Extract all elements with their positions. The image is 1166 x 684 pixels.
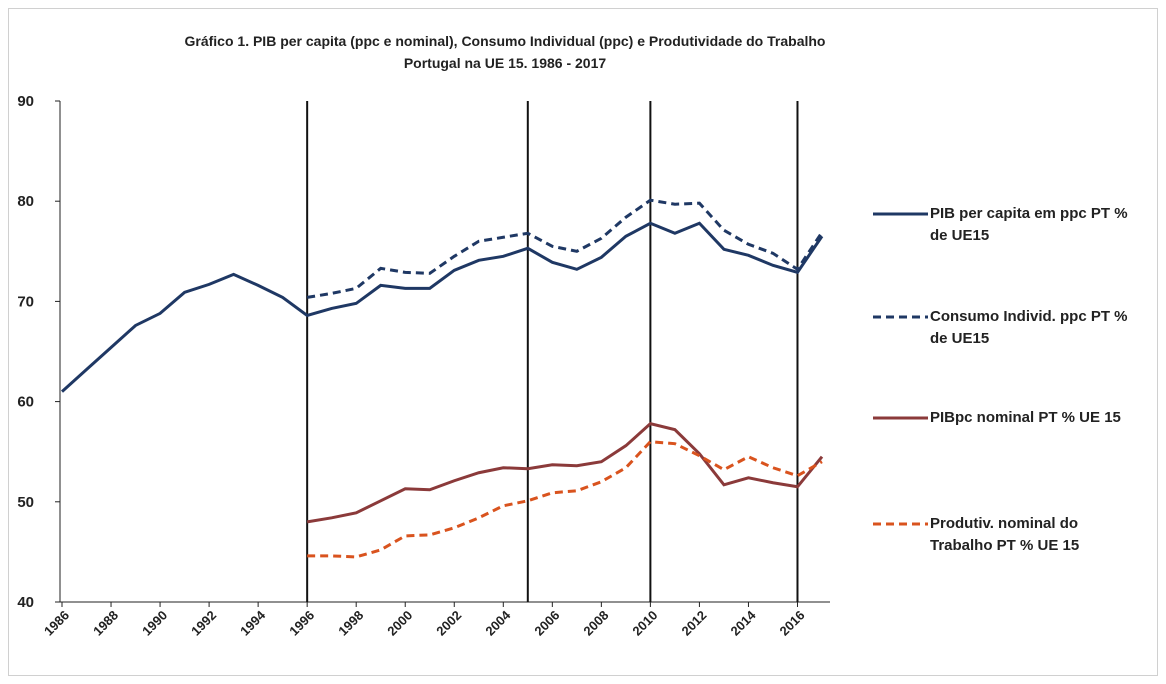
chart-border — [8, 8, 1158, 676]
legend-label: Produtiv. nominal do Trabalho PT % UE 15 — [930, 515, 1080, 554]
chart-subtitle: Portugal na UE 15. 1986 - 2017 — [404, 55, 607, 71]
y-tick-label: 80 — [17, 193, 34, 210]
legend-label: Consumo Individ. ppc PT % de UE15 — [930, 308, 1128, 347]
legend-label: PIB per capita em ppc PT % de UE15 — [930, 205, 1128, 244]
legend-label: PIBpc nominal PT % UE 15 — [930, 409, 1121, 426]
series-line — [306, 421, 824, 524]
series-line — [60, 221, 824, 393]
y-tick-label: 90 — [17, 93, 34, 110]
y-tick-label: 60 — [17, 394, 34, 411]
y-tick-label: 40 — [17, 594, 34, 611]
chart-title: Gráfico 1. PIB per capita (ppc e nominal… — [185, 33, 826, 49]
y-tick-label: 50 — [17, 494, 34, 511]
y-tick-label: 70 — [17, 293, 34, 310]
series-line — [306, 198, 824, 299]
